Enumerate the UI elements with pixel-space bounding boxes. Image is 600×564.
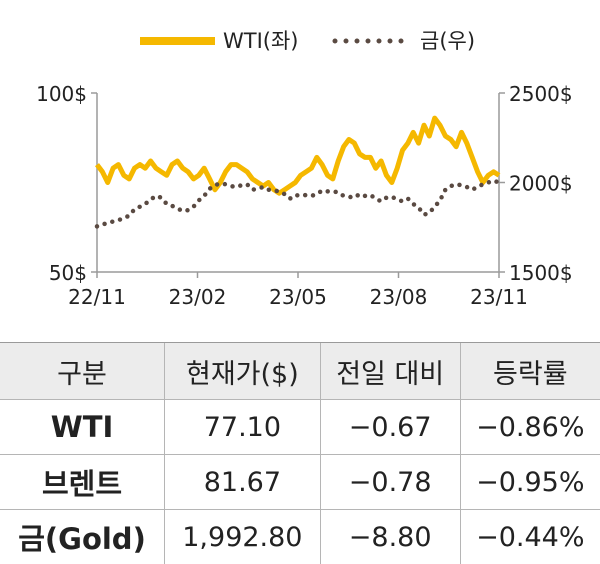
- header-day-change: 전일 대비: [320, 343, 460, 400]
- table-row: 브렌트 81.67 −0.78 −0.95%: [0, 455, 600, 510]
- y-right-tick-label: 2000$: [509, 172, 573, 196]
- header-current-price: 현재가($): [165, 343, 321, 400]
- row-name: 브렌트: [0, 455, 165, 510]
- row-change: −0.67: [320, 400, 460, 455]
- price-table: 구분 현재가($) 전일 대비 등락률 WTI 77.10 −0.67 −0.8…: [0, 342, 600, 564]
- series-line-wti: [97, 118, 499, 193]
- row-rate: −0.86%: [460, 400, 600, 455]
- row-price: 1,992.80: [165, 510, 321, 564]
- row-price: 77.10: [165, 400, 321, 455]
- x-tick-label: 23/08: [370, 285, 428, 309]
- table-row: WTI 77.10 −0.67 −0.86%: [0, 400, 600, 455]
- row-name: WTI: [0, 400, 165, 455]
- row-name: 금(Gold): [0, 510, 165, 564]
- x-tick-label: 22/11: [68, 285, 126, 309]
- header-change-rate: 등락률: [460, 343, 600, 400]
- row-rate: −0.95%: [460, 455, 600, 510]
- price-line-chart: 100$ 50$ 2500$ 2000$ 1500$ 22/11 23/02 23/05 23/…: [0, 0, 600, 330]
- row-change: −0.78: [320, 455, 460, 510]
- y-left-tick-label: 50$: [49, 261, 87, 285]
- table-row: 금(Gold) 1,992.80 −8.80 −0.44%: [0, 510, 600, 564]
- row-rate: −0.44%: [460, 510, 600, 564]
- row-price: 81.67: [165, 455, 321, 510]
- row-change: −8.80: [320, 510, 460, 564]
- y-left-tick-label: 100$: [36, 82, 87, 106]
- y-right-tick-label: 1500$: [509, 261, 573, 285]
- x-tick-label: 23/11: [470, 285, 528, 309]
- y-right-tick-label: 2500$: [509, 82, 573, 106]
- x-tick-label: 23/02: [169, 285, 227, 309]
- header-category: 구분: [0, 343, 165, 400]
- x-tick-label: 23/05: [269, 285, 327, 309]
- table-header-row: 구분 현재가($) 전일 대비 등락률: [0, 343, 600, 400]
- series-line-gold: [97, 181, 499, 227]
